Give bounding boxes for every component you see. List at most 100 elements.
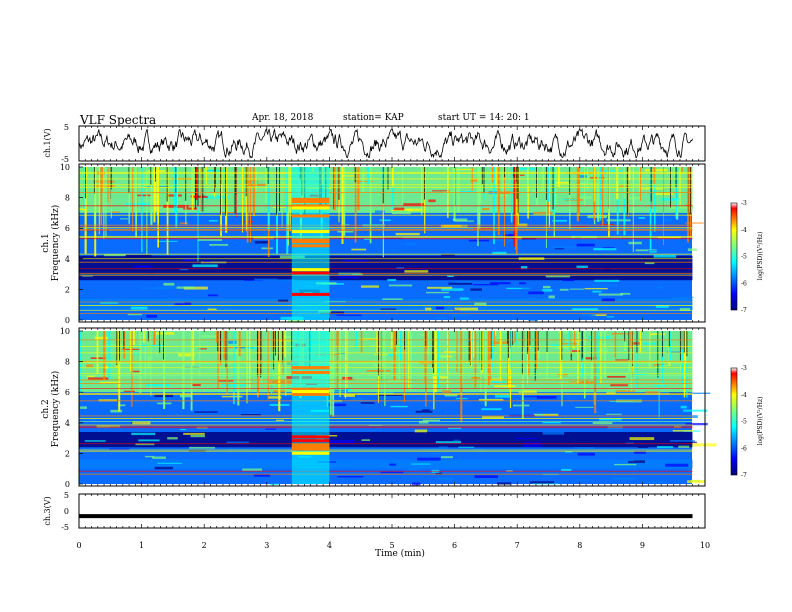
- s1-noise: [163, 282, 175, 286]
- s1-noise: [454, 220, 474, 222]
- s2-noise: [444, 394, 458, 397]
- s2-streak: [427, 331, 430, 355]
- s2-streak-dark: [490, 331, 492, 359]
- s2-streak-dark: [395, 331, 397, 345]
- s2-burst-line: [291, 447, 330, 451]
- s2-streak: [182, 331, 185, 410]
- s1-streak: [578, 167, 580, 216]
- s2-streak: [583, 331, 586, 399]
- s2-streak: [131, 331, 133, 407]
- s2-streak-dark: [581, 331, 583, 359]
- s2-noise: [538, 377, 561, 380]
- s1-streak: [382, 167, 384, 258]
- s1-streak: [98, 167, 100, 235]
- s2-streak-dark: [534, 331, 536, 381]
- s1-noise: [127, 313, 143, 316]
- s2-streak: [267, 331, 269, 400]
- s2-streak-dark: [628, 331, 630, 360]
- ch3-ytick-neg5: -5: [61, 523, 69, 532]
- s2-noise: [435, 354, 446, 358]
- s1-streak: [554, 167, 557, 206]
- s1-noise: [447, 275, 454, 278]
- s1-streak-dark: [354, 167, 356, 183]
- s2-noise: [569, 381, 595, 384]
- s2-noise: [615, 359, 632, 362]
- s1-noise: [582, 313, 596, 317]
- s2-streak: [684, 331, 687, 364]
- s1-colorbar-tick: -5: [741, 254, 747, 261]
- s2-noise: [334, 463, 354, 466]
- s2-noise: [414, 429, 428, 433]
- s2-streak: [404, 331, 406, 402]
- s1-colorbar-tick: -3: [741, 200, 747, 207]
- s2-noise: [417, 457, 441, 461]
- s2-noise: [687, 480, 706, 484]
- s2-noise: [685, 422, 708, 426]
- s1-noise: [600, 223, 615, 226]
- s1-streak-dark: [387, 167, 389, 190]
- s1-streak: [192, 167, 195, 194]
- s2-noise: [655, 364, 669, 367]
- s1-noise: [595, 307, 608, 310]
- s1-streak: [220, 167, 222, 237]
- s1-noise: [644, 168, 668, 172]
- s2-colorbar-tick: -6: [741, 445, 747, 452]
- s2-streak: [683, 331, 686, 398]
- s1-noise: [379, 219, 391, 222]
- s1-noise: [527, 298, 535, 301]
- s1-noise: [618, 185, 628, 188]
- s2-noise: [683, 409, 707, 412]
- s1-noise: [677, 296, 694, 298]
- s2-streak: [336, 331, 339, 348]
- s2-noise: [361, 439, 370, 441]
- s2-streak: [462, 331, 464, 385]
- s1-streak: [197, 167, 199, 262]
- s2-streak-dark: [260, 331, 262, 378]
- s2-streak: [246, 331, 248, 404]
- s1-noise: [85, 229, 110, 232]
- s2-noise: [682, 415, 698, 418]
- s2-noise: [146, 383, 170, 387]
- s2-colorbar-tick: -3: [741, 365, 747, 372]
- s2-noise: [201, 335, 218, 338]
- s2-noise: [522, 390, 537, 392]
- s1-noise: [208, 294, 219, 297]
- s2-noise: [480, 401, 488, 404]
- s1-streak: [362, 167, 365, 193]
- s1-noise: [454, 307, 478, 311]
- s1-noise: [496, 194, 509, 197]
- s2-streak: [628, 331, 631, 372]
- s2-noise: [447, 427, 462, 430]
- s2-streak: [190, 331, 193, 411]
- ch1-colorbar-ticks: -3 -4 -5 -6 -7: [741, 200, 747, 314]
- s1-noise: [448, 282, 473, 285]
- s2-noise: [226, 441, 249, 444]
- s2-noise: [654, 385, 667, 387]
- s1-noise: [576, 243, 595, 247]
- s2-noise: [123, 390, 135, 392]
- s1-noise: [388, 284, 413, 287]
- s1-streak-dark: [569, 167, 571, 195]
- s1-streak: [100, 167, 103, 225]
- s2-streak-dark: [661, 331, 663, 357]
- s1-noise: [470, 178, 480, 182]
- x-tick-label: 5: [389, 541, 394, 550]
- ch1-waveform-frame: [78, 125, 706, 162]
- s1-streak-dark: [150, 167, 152, 185]
- s2-noise: [343, 394, 355, 397]
- s2-noise: [380, 471, 404, 474]
- s1-noise: [572, 308, 598, 311]
- s2-streak: [424, 331, 426, 384]
- s2-burst: [291, 331, 330, 484]
- s2-streak: [509, 331, 512, 408]
- s2-noise: [90, 419, 97, 421]
- s2-ytick: 4: [65, 419, 70, 428]
- s2-noise: [167, 437, 178, 440]
- s2-streak: [596, 331, 599, 386]
- s1-noise: [620, 292, 631, 295]
- s1-streak: [153, 167, 156, 223]
- s1-streak: [654, 167, 656, 232]
- s2-streak: [639, 331, 642, 353]
- s1-streak: [252, 167, 255, 216]
- s1-noise: [576, 265, 588, 268]
